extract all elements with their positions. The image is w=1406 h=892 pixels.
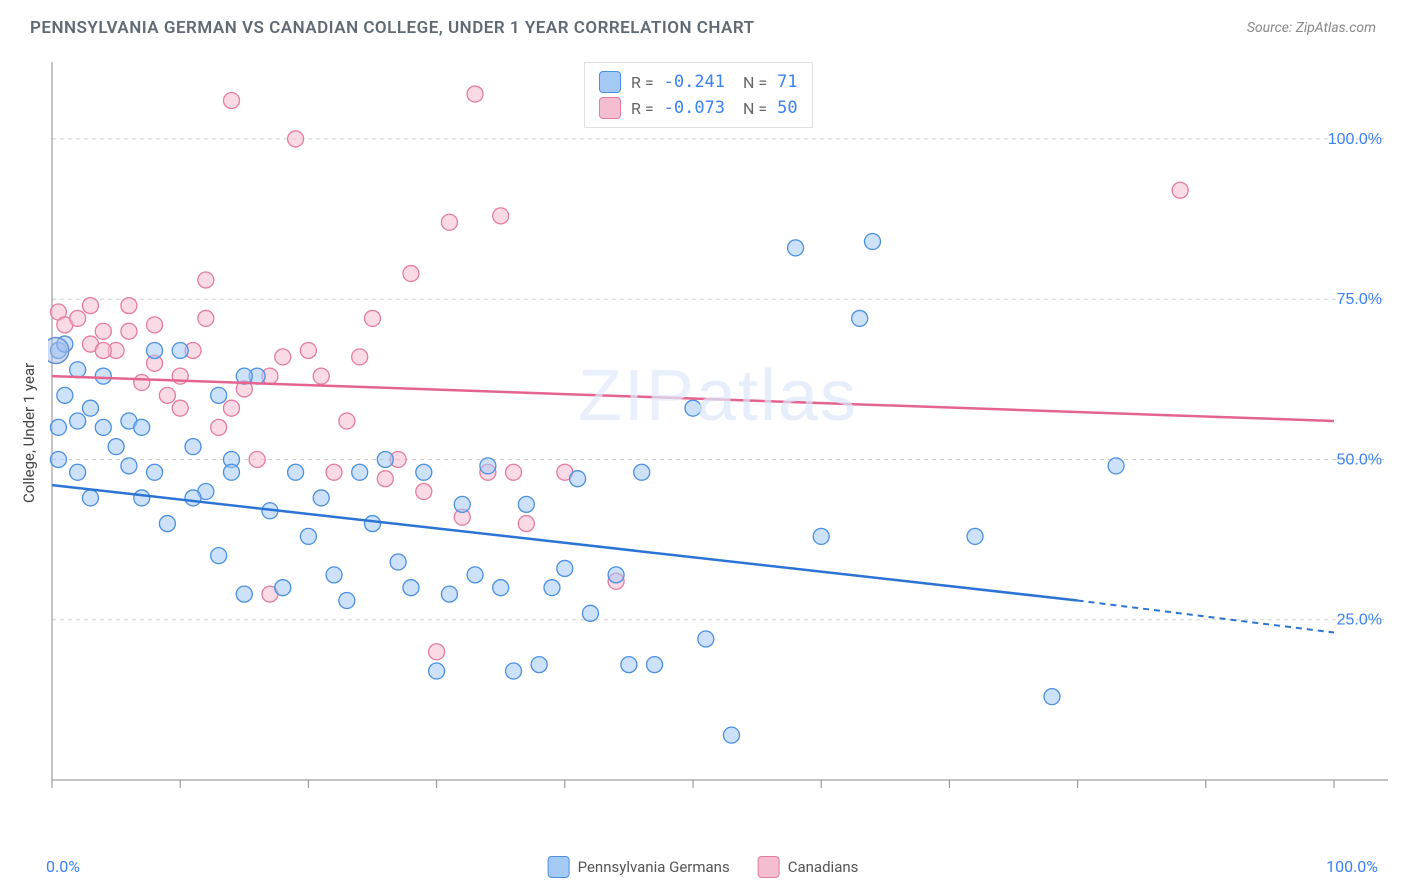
stat-n-label: N = [735, 73, 767, 92]
swatch-series-0 [599, 71, 621, 93]
legend-label-1: Canadians [788, 858, 859, 876]
x-axis-max-label: 100.0% [1326, 857, 1378, 876]
stat-r-value-0: -0.241 [664, 72, 725, 92]
chart-svg: 25.0% 50.0% 75.0% 100.0% [48, 58, 1388, 808]
chart-area: 25.0%50.0%75.0%100.0% ZIPatlas R = -0.24… [48, 58, 1388, 808]
stats-legend-box: R = -0.241 N = 71 R = -0.073 N = 50 [584, 62, 813, 128]
swatch-series-1 [599, 97, 621, 119]
stat-n-value-0: 71 [777, 72, 797, 92]
stats-row-series-0: R = -0.241 N = 71 [599, 69, 798, 95]
legend-item-0: Pennsylvania Germans [548, 856, 730, 878]
legend-swatch-0 [548, 856, 570, 878]
svg-text:75.0%: 75.0% [1337, 291, 1382, 308]
chart-title: PENNSYLVANIA GERMAN VS CANADIAN COLLEGE,… [30, 18, 755, 38]
stat-n-label: N = [735, 99, 767, 118]
stat-r-value-1: -0.073 [664, 98, 725, 118]
x-axis-min-label: 0.0% [46, 857, 80, 876]
stat-r-label: R = [631, 99, 654, 118]
stat-r-label: R = [631, 73, 654, 92]
chart-source: Source: ZipAtlas.com [1247, 20, 1376, 36]
stat-n-value-1: 50 [777, 98, 797, 118]
svg-text:25.0%: 25.0% [1337, 612, 1382, 629]
svg-text:100.0%: 100.0% [1328, 131, 1382, 148]
stats-row-series-1: R = -0.073 N = 50 [599, 95, 798, 121]
y-axis-label: College, Under 1 year [20, 58, 38, 808]
legend-label-0: Pennsylvania Germans [578, 858, 730, 876]
bottom-legend: Pennsylvania Germans Canadians [548, 856, 859, 878]
legend-swatch-1 [758, 856, 780, 878]
legend-item-1: Canadians [758, 856, 859, 878]
svg-text:50.0%: 50.0% [1337, 451, 1382, 468]
